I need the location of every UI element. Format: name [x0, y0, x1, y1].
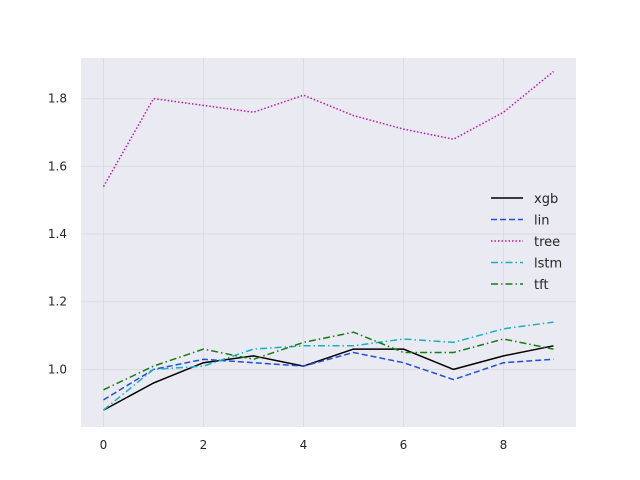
grid [81, 58, 576, 427]
y-tick-label: 1.6 [48, 159, 67, 173]
y-tick-label: 1.2 [48, 295, 67, 309]
legend-label-lstm: lstm [534, 257, 562, 272]
y-tick-label: 1.8 [48, 92, 67, 106]
series-line-lstm [103, 321, 554, 411]
y-tick-label: 1.4 [48, 227, 67, 241]
legend-label-xgb: xgb [534, 192, 558, 207]
series-lines [102, 70, 554, 411]
y-axis-ticks: 1.0 1.2 1.4 1.6 1.8 [48, 92, 67, 377]
x-tick-label: 2 [200, 438, 208, 452]
x-tick-label: 4 [300, 438, 308, 452]
legend: xgb lin tree lstm tft [491, 192, 562, 293]
series-line-lin [103, 351, 554, 401]
series-line-tree [102, 70, 554, 187]
x-axis-ticks: 0 2 4 6 8 [100, 438, 508, 452]
x-tick-label: 0 [100, 438, 108, 452]
series-line-tft [103, 331, 554, 391]
legend-label-lin: lin [534, 214, 549, 229]
x-tick-label: 8 [500, 438, 508, 452]
y-tick-label: 1.0 [48, 362, 67, 376]
series-line-xgb [103, 345, 554, 411]
legend-label-tft: tft [534, 278, 549, 293]
legend-label-tree: tree [534, 235, 560, 250]
x-tick-label: 6 [400, 438, 408, 452]
